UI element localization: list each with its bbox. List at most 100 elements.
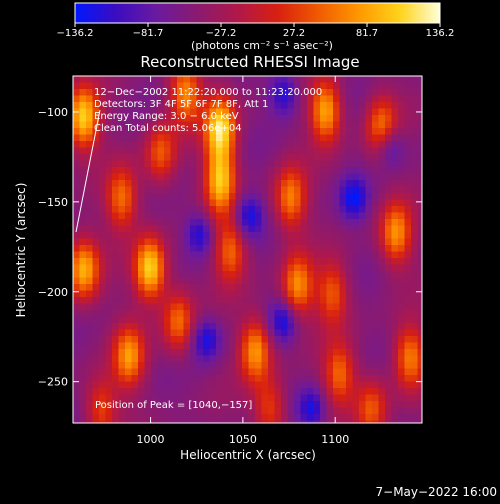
intensity-cell [261, 310, 269, 318]
intensity-cell [320, 128, 328, 136]
intensity-cell [294, 284, 302, 292]
intensity-cell [222, 342, 230, 350]
intensity-cell [99, 193, 107, 201]
intensity-cell [222, 199, 230, 207]
intensity-cell [105, 186, 113, 194]
intensity-cell [300, 206, 308, 214]
intensity-cell [177, 303, 185, 311]
intensity-cell [287, 193, 295, 201]
intensity-cell [209, 336, 217, 344]
intensity-cell [359, 362, 367, 370]
intensity-cell [203, 108, 211, 116]
intensity-cell [157, 420, 165, 423]
intensity-cell [313, 329, 321, 337]
intensity-cell [398, 95, 406, 103]
intensity-cell [398, 232, 406, 240]
intensity-cell [274, 349, 282, 357]
intensity-cell [131, 128, 139, 136]
intensity-cell [235, 186, 243, 194]
plot-date: 7−May−2022 16:00 [376, 485, 498, 499]
intensity-cell [404, 355, 412, 363]
intensity-cell [157, 102, 165, 110]
intensity-cell [190, 277, 198, 285]
intensity-cell [118, 368, 126, 376]
intensity-cell [385, 245, 393, 253]
intensity-cell [359, 349, 367, 357]
intensity-cell [320, 76, 328, 84]
intensity-cell [92, 284, 100, 292]
intensity-cell [177, 193, 185, 201]
intensity-cell [203, 141, 211, 149]
intensity-cell [242, 186, 250, 194]
intensity-cell [378, 329, 386, 337]
intensity-cell [92, 394, 100, 402]
intensity-cell [157, 297, 165, 305]
intensity-cell [216, 271, 224, 279]
intensity-cell [157, 186, 165, 194]
intensity-cell [177, 277, 185, 285]
intensity-cell [73, 316, 81, 324]
intensity-cell [313, 160, 321, 168]
intensity-cell [157, 199, 165, 207]
plot-frame [72, 75, 423, 424]
intensity-cell [196, 258, 204, 266]
intensity-cell [359, 284, 367, 292]
intensity-cell [209, 128, 217, 136]
intensity-cell [144, 375, 152, 383]
intensity-cell [229, 89, 237, 97]
intensity-cell [151, 271, 159, 279]
intensity-cell [255, 342, 263, 350]
intensity-cell [112, 355, 120, 363]
intensity-cell [203, 310, 211, 318]
intensity-cell [92, 186, 100, 194]
intensity-cell [112, 303, 120, 311]
intensity-cell [333, 225, 341, 233]
intensity-cell [411, 147, 419, 155]
intensity-cell [333, 310, 341, 318]
intensity-cell [261, 82, 269, 90]
intensity-cell [326, 401, 334, 409]
intensity-cell [378, 277, 386, 285]
intensity-cell [313, 245, 321, 253]
intensity-cell [79, 323, 87, 331]
intensity-cell [151, 310, 159, 318]
intensity-cell [73, 154, 81, 162]
intensity-cell [268, 238, 276, 246]
intensity-cell [79, 82, 87, 90]
intensity-cell [378, 160, 386, 168]
intensity-cell [326, 128, 334, 136]
intensity-cell [242, 180, 250, 188]
intensity-cell [326, 303, 334, 311]
intensity-cell [339, 121, 347, 129]
intensity-cell [183, 160, 191, 168]
intensity-cell [352, 238, 360, 246]
intensity-cell [287, 368, 295, 376]
intensity-cell [229, 76, 237, 84]
intensity-cell [411, 316, 419, 324]
intensity-cell [203, 219, 211, 227]
intensity-cell [346, 414, 354, 422]
intensity-cell [359, 121, 367, 129]
intensity-cell [391, 238, 399, 246]
intensity-cell [157, 290, 165, 298]
intensity-cell [99, 121, 107, 129]
intensity-cell [359, 147, 367, 155]
intensity-cell [404, 336, 412, 344]
intensity-cell [164, 206, 172, 214]
intensity-cell [86, 388, 94, 396]
intensity-cell [190, 193, 198, 201]
intensity-cell [333, 147, 341, 155]
intensity-cell [313, 225, 321, 233]
intensity-cell [125, 128, 133, 136]
intensity-cell [125, 284, 133, 292]
intensity-cell [164, 323, 172, 331]
intensity-cell [261, 258, 269, 266]
intensity-cell [248, 394, 256, 402]
intensity-cell [300, 89, 308, 97]
intensity-cell [86, 141, 94, 149]
intensity-cell [307, 290, 315, 298]
intensity-cell [333, 349, 341, 357]
intensity-cell [287, 414, 295, 422]
intensity-cell [112, 316, 120, 324]
intensity-cell [105, 128, 113, 136]
